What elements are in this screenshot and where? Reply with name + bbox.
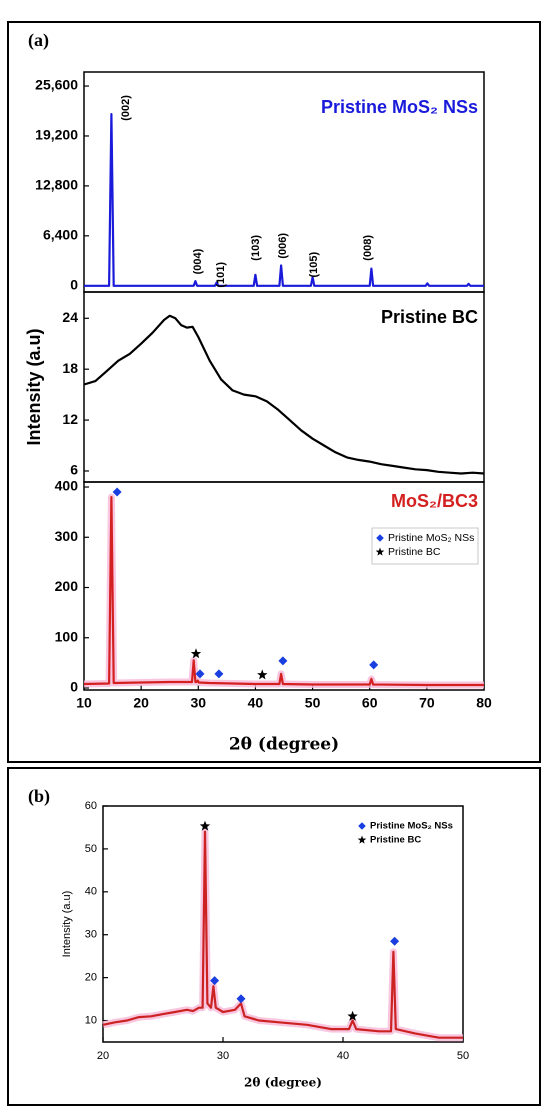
y-tick-label: 12 [62,411,78,427]
line-band [102,828,463,1042]
peak-label: (006) [277,233,289,259]
y-tick-label: 200 [55,578,79,594]
data-point [278,656,288,666]
peak-label: (103) [250,235,262,261]
y-tick-label: 18 [62,360,78,376]
data-line [83,314,485,475]
y-tick-label: 30 [85,929,97,941]
y-tick-label: 50 [85,843,97,855]
peak-label: (008) [362,235,374,261]
x-tick-label: 40 [337,1050,349,1062]
data-point [347,1010,358,1021]
y-tick-label: 25,600 [35,77,78,93]
legend-label: Pristine MoS₂ NSs [370,821,453,832]
y-tick-label: 300 [55,528,79,544]
x-tick-label: 40 [248,695,264,711]
y-tick-label: 40 [85,886,97,898]
panel-a-border [7,21,541,763]
y-tick-label: 12,800 [35,177,78,193]
legend-symbol [358,822,366,830]
data-point [190,648,202,659]
line-band [83,493,484,689]
x-axis-label: 2θ (degree) [229,735,339,755]
y-axis-label: Intensity (a.u) [24,328,44,445]
plot-frame [102,805,464,1043]
legend-label: Pristine BC [370,835,421,846]
chart-title: Pristine BC [381,307,478,327]
peak-label: (004) [192,248,204,274]
x-tick-label: 20 [133,695,149,711]
legend-symbol [357,835,367,844]
chart-title: MoS₂/BC3 [391,491,478,511]
y-tick-label: 24 [62,309,78,325]
y-tick-label: 20 [85,972,97,984]
panel-b-border [7,767,541,1106]
y-tick-label: 100 [55,628,79,644]
y-tick-label: 400 [55,478,79,494]
data-point [257,669,268,680]
y-tick-label: 19,200 [35,127,78,143]
x-tick-label: 80 [476,695,492,711]
x-tick-label: 50 [305,695,321,711]
y-tick-label: 0 [70,679,78,695]
data-point [236,994,246,1004]
x-tick-label: 30 [217,1050,229,1062]
y-tick-label: 60 [85,800,97,812]
y-tick-label: 6,400 [43,227,78,243]
data-point [390,936,400,946]
data-point [112,487,122,497]
x-tick-label: 20 [97,1050,109,1062]
x-tick-label: 10 [76,695,92,711]
data-point [214,669,224,679]
data-point [210,976,220,986]
data-point [195,669,205,679]
peak-label: (105) [308,252,320,278]
x-tick-label: 50 [457,1050,469,1062]
legend-box [371,527,479,565]
legend-label: Pristine BC [388,546,441,558]
chart-title: Pristine MoS₂ NSs [321,97,478,117]
plot-frame [83,481,485,691]
data-line [83,496,484,687]
panel-label: (b) [28,786,50,807]
legend-symbol [376,534,384,542]
x-tick-label: 70 [419,695,435,711]
x-tick-label: 30 [190,695,206,711]
legend-symbol [375,547,385,556]
y-tick-label: 10 [85,1014,97,1026]
data-line [102,830,463,1039]
y-axis-label: Intensity (a.u) [61,891,73,958]
x-axis-label: 2θ (degree) [244,1076,322,1090]
panel-label: (a) [28,30,49,51]
data-line [84,113,484,287]
y-tick-label: 0 [70,276,78,292]
peak-label: (002) [120,95,132,121]
data-point [199,820,211,831]
peak-label: (101) [215,262,227,288]
legend-label: Pristine MoS₂ NSs [388,532,474,544]
y-tick-label: 6 [70,462,78,478]
x-tick-label: 60 [362,695,378,711]
data-point [369,660,379,670]
